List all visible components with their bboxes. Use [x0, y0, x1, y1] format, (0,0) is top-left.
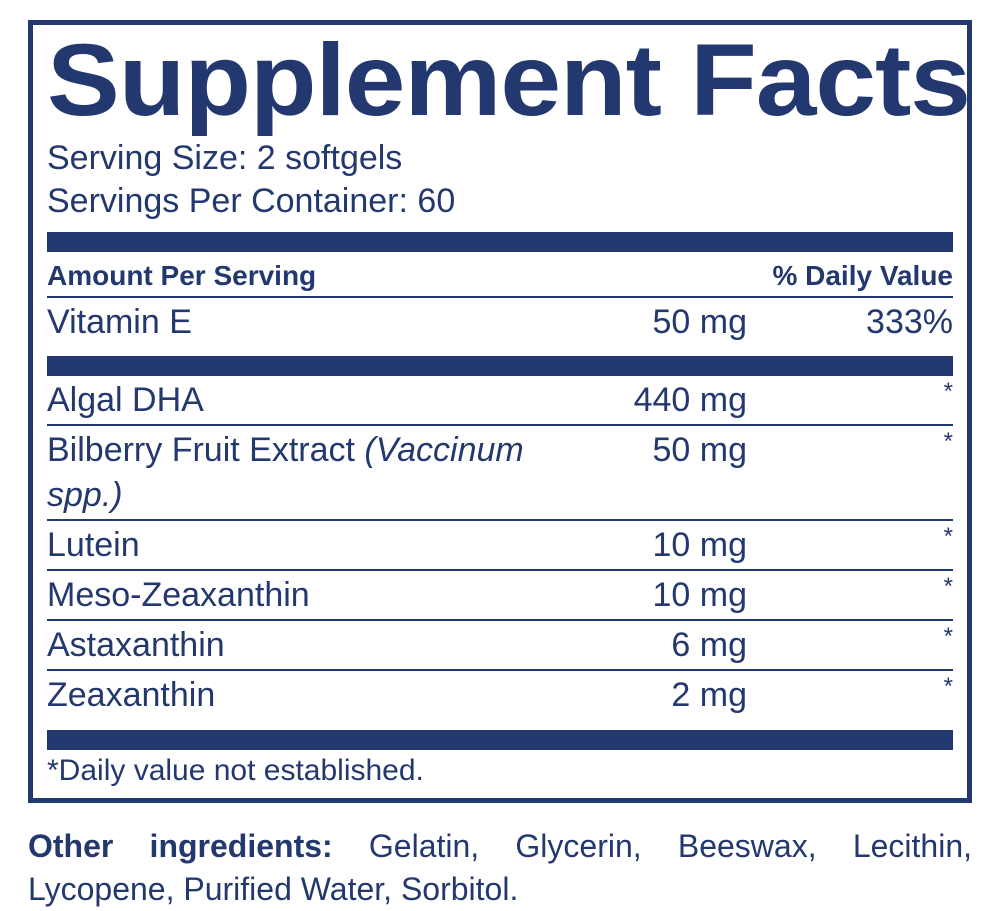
servings-per-value: 60 — [417, 182, 455, 220]
servings-per-label: Servings Per Container: — [47, 182, 408, 220]
nutrient-amount: 10 mg — [557, 573, 757, 617]
serving-size: Serving Size: 2 softgels — [47, 137, 953, 180]
nutrient-amount: 10 mg — [557, 523, 757, 567]
servings-per-container: Servings Per Container: 60 — [47, 180, 953, 223]
nutrient-amount: 440 mg — [557, 378, 757, 422]
header-amount: Amount Per Serving — [47, 260, 316, 292]
nutrient-dv: * — [757, 523, 953, 567]
table-header: Amount Per Serving % Daily Value — [47, 252, 953, 296]
table-row: Vitamin E50 mg333% — [47, 296, 953, 346]
table-row: Algal DHA440 mg* — [47, 376, 953, 424]
serving-size-label: Serving Size: — [47, 139, 247, 177]
header-dv: % Daily Value — [772, 260, 953, 292]
nutrient-name: Vitamin E — [47, 300, 557, 344]
nutrient-amount: 6 mg — [557, 623, 757, 667]
nutrient-amount: 2 mg — [557, 673, 757, 717]
table-row: Bilberry Fruit Extract (Vaccinum spp.)50… — [47, 424, 953, 518]
nutrient-dv: * — [757, 378, 953, 422]
serving-size-value: 2 softgels — [257, 139, 403, 177]
divider-bar — [47, 730, 953, 750]
nutrient-name: Meso-Zeaxanthin — [47, 573, 557, 617]
panel-title: Supplement Facts — [47, 29, 1000, 131]
nutrient-name: Algal DHA — [47, 378, 557, 422]
nutrient-dv: * — [757, 673, 953, 717]
supplement-facts-panel: Supplement Facts Serving Size: 2 softgel… — [28, 20, 972, 803]
nutrient-name: Lutein — [47, 523, 557, 567]
nutrient-dv: * — [757, 573, 953, 617]
dv-footnote: *Daily value not established. — [47, 750, 953, 790]
nutrient-group-1: Vitamin E50 mg333% — [47, 296, 953, 346]
nutrient-group-2: Algal DHA440 mg*Bilberry Fruit Extract (… — [47, 376, 953, 719]
nutrient-name: Zeaxanthin — [47, 673, 557, 717]
other-ingredients-label: Other ingredients: — [28, 828, 333, 864]
divider-bar — [47, 232, 953, 252]
nutrient-amount: 50 mg — [557, 300, 757, 344]
table-row: Meso-Zeaxanthin10 mg* — [47, 569, 953, 619]
nutrient-dv: * — [757, 623, 953, 667]
nutrient-dv: * — [757, 428, 953, 516]
nutrient-name: Bilberry Fruit Extract (Vaccinum spp.) — [47, 428, 557, 516]
divider-bar — [47, 356, 953, 376]
table-row: Zeaxanthin2 mg* — [47, 669, 953, 719]
nutrient-dv: 333% — [757, 300, 953, 344]
other-ingredients: Other ingredients: Gelatin, Glycerin, Be… — [28, 825, 972, 911]
table-row: Lutein10 mg* — [47, 519, 953, 569]
table-row: Astaxanthin6 mg* — [47, 619, 953, 669]
nutrient-amount: 50 mg — [557, 428, 757, 516]
nutrient-name: Astaxanthin — [47, 623, 557, 667]
